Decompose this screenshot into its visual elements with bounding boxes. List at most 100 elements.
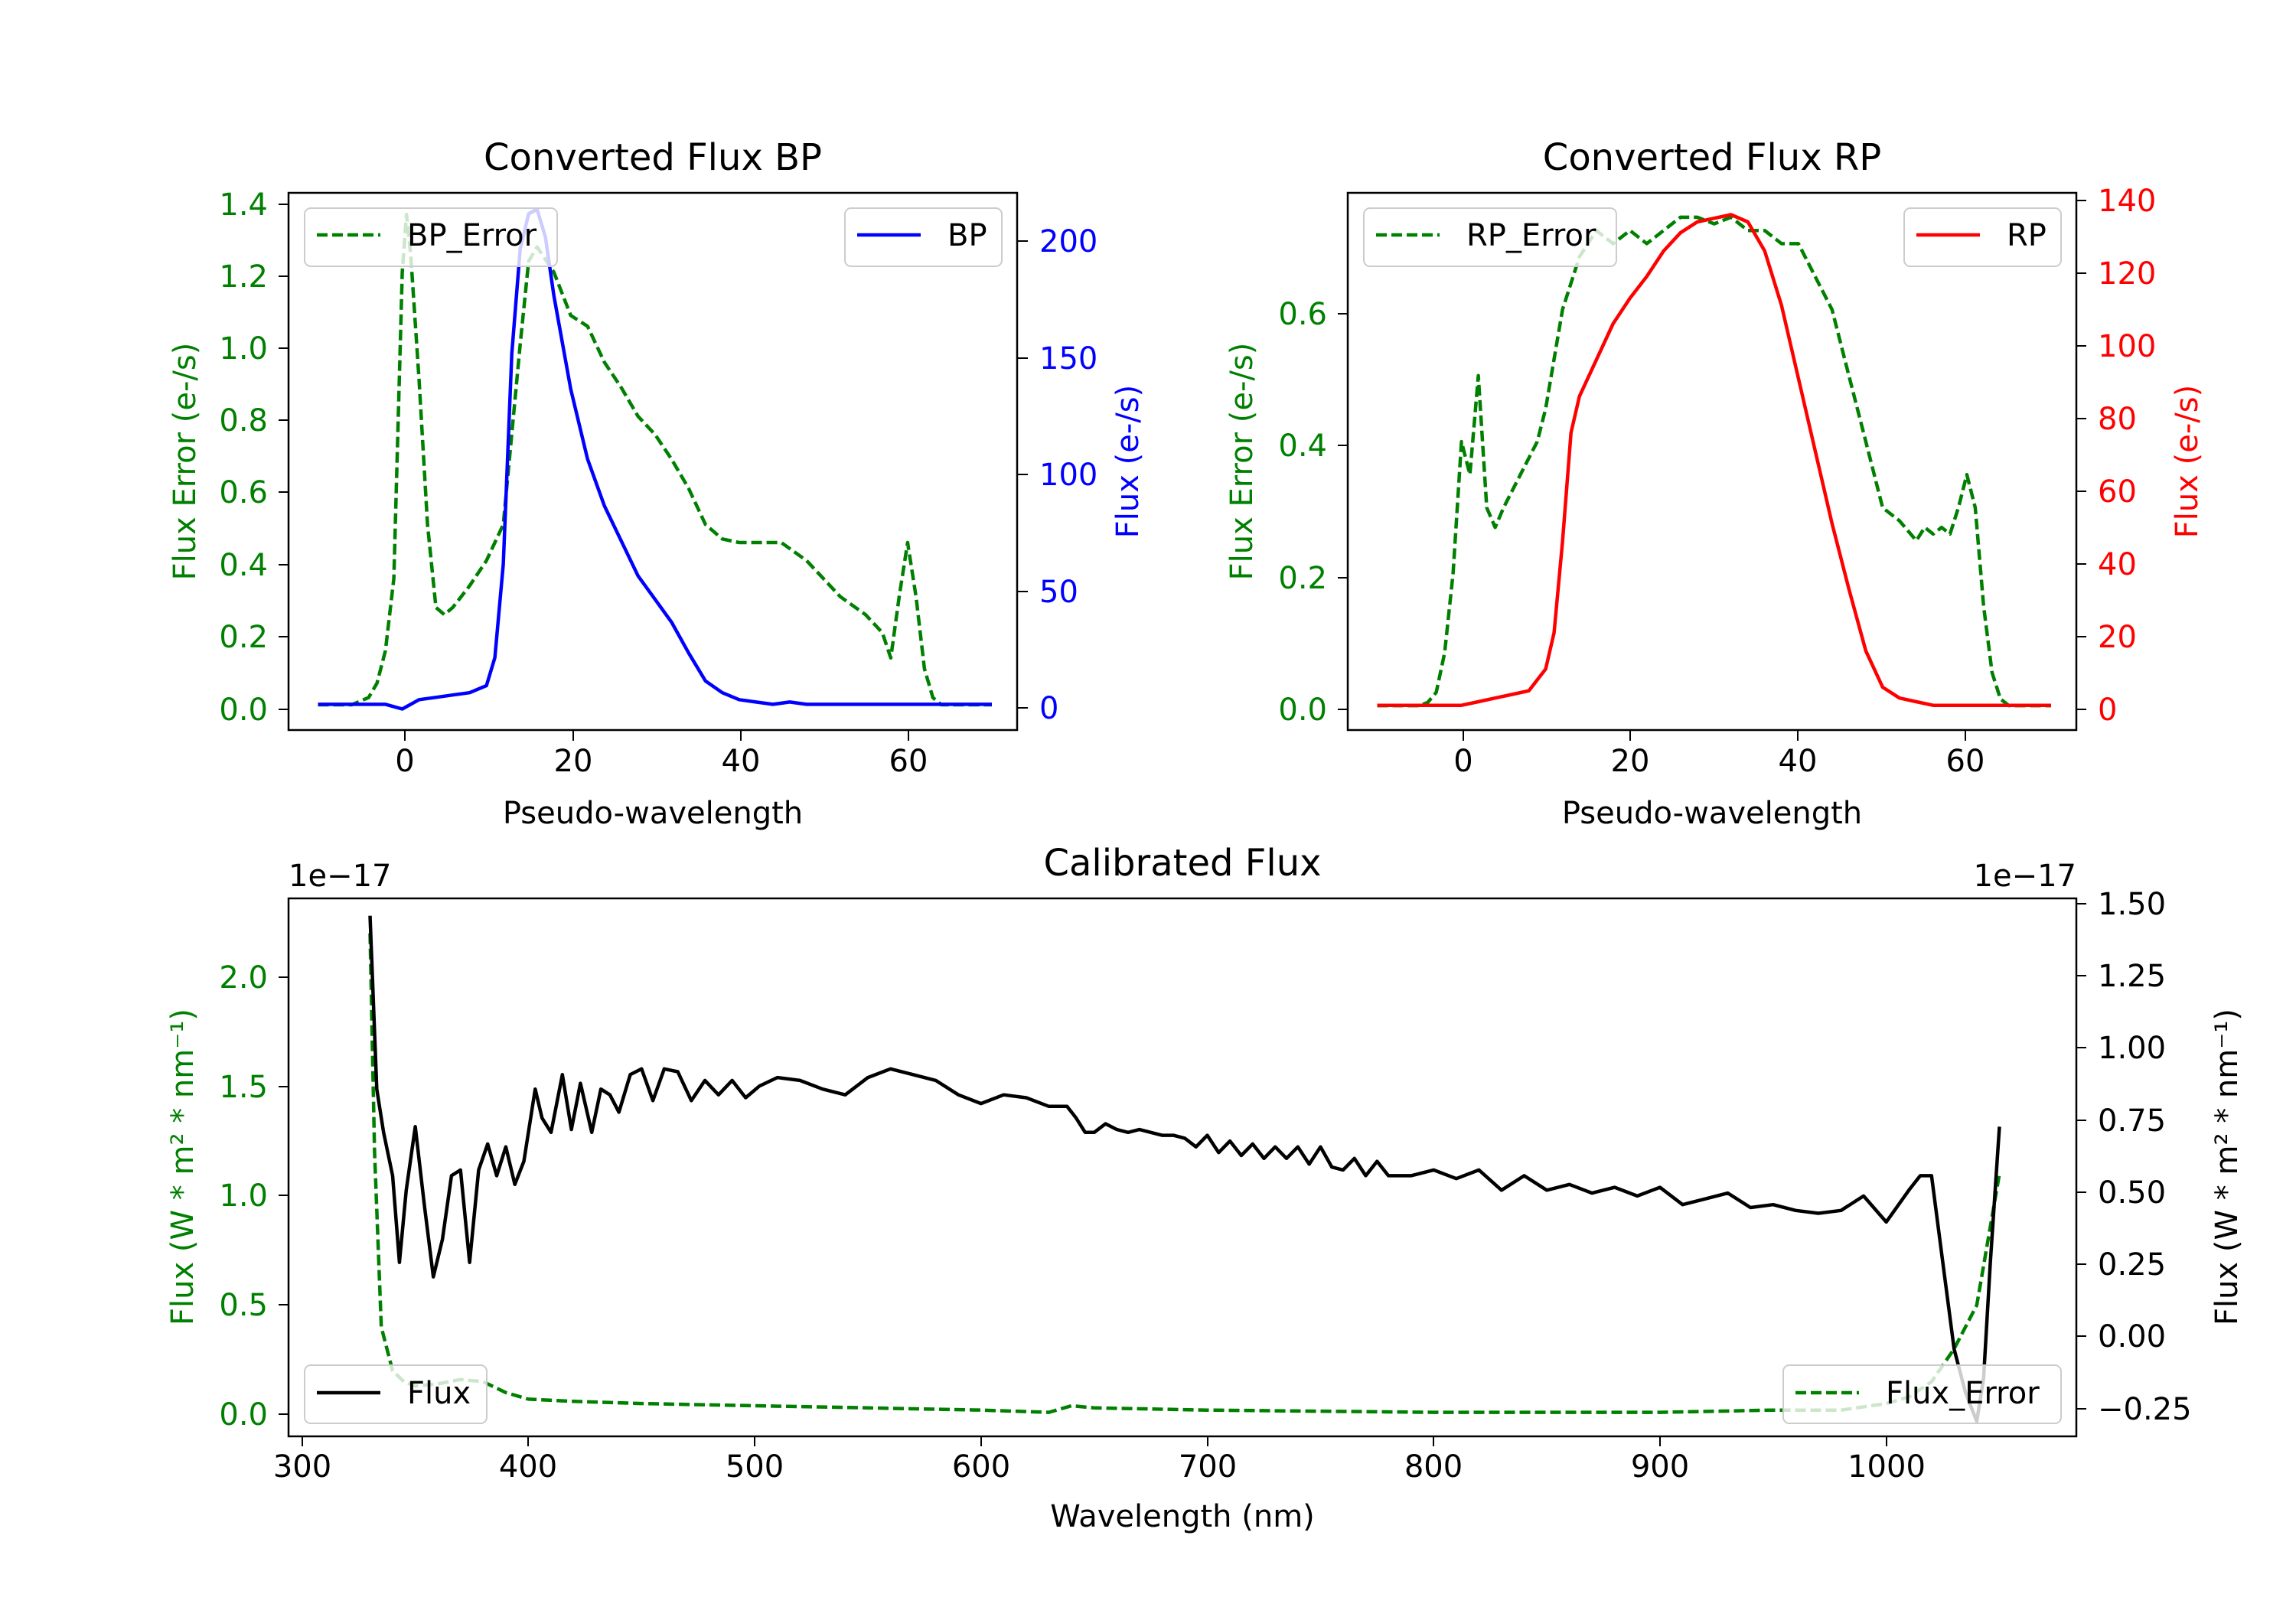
bp-yl-tick-label: 1.4 <box>219 187 268 223</box>
bp-x-tick-label: 20 <box>554 744 593 779</box>
bp-legend-flux: BP <box>844 207 1003 267</box>
cal-y-left-ticks: 0.0 0.5 1.0 1.5 2.0 <box>219 960 289 1433</box>
rp-legend-error-box <box>1363 207 1617 267</box>
rp-yr-tick-label: 60 <box>2098 474 2137 510</box>
rp-x-tick-label: 0 <box>1453 744 1473 779</box>
rp-legend-error: RP_Error <box>1363 207 1617 267</box>
rp-ylabel-left: Flux Error (e-/s) <box>1225 343 1260 581</box>
rp-x-tick-label: 20 <box>1611 744 1650 779</box>
rp-yr-tick-label: 140 <box>2098 184 2156 219</box>
cal-offset-right: 1e−17 <box>1974 859 2076 894</box>
bp-yl-tick-label: 0.0 <box>219 693 268 728</box>
cal-yl-tick-label: 1.0 <box>219 1178 268 1214</box>
rp-yr-tick-label: 80 <box>2098 402 2137 437</box>
cal-yr-tick-label: 0.50 <box>2098 1175 2166 1211</box>
rp-yr-tick-label: 0 <box>2098 693 2117 728</box>
cal-yr-tick-label: 1.00 <box>2098 1031 2166 1066</box>
rp-y-right-ticks: 0 20 40 60 80 100 120 140 <box>2076 184 2156 728</box>
bp-yr-tick-label: 0 <box>1039 691 1058 726</box>
rp-y-left-ticks: 0.0 0.2 0.4 0.6 <box>1278 297 1348 728</box>
rp-x-ticks: 0 20 40 60 <box>1453 731 1985 779</box>
cal-yr-tick-label: 0.25 <box>2098 1247 2166 1283</box>
rp-panel: Converted Flux RP Pseudo-wavelength Flux… <box>1225 136 2205 831</box>
bp-yl-tick-label: 0.4 <box>219 548 268 583</box>
cal-x-tick-label: 300 <box>273 1449 331 1485</box>
cal-flux-line <box>368 915 2001 1423</box>
rp-flux-line <box>1377 213 2051 707</box>
cal-yl-tick-label: 2.0 <box>219 960 268 996</box>
bp-x-tick-label: 40 <box>722 744 761 779</box>
cal-yr-tick-label: 0.75 <box>2098 1103 2166 1139</box>
rp-yl-tick-label: 0.4 <box>1278 429 1327 464</box>
cal-ylabel-right: Flux (W * m² * nm⁻¹) <box>2210 1009 2245 1325</box>
cal-yr-tick-label: 1.25 <box>2098 959 2166 994</box>
rp-xlabel: Pseudo-wavelength <box>1562 796 1862 831</box>
rp-legend-flux-box <box>1903 207 2062 267</box>
bp-y-right-ticks: 0 50 100 150 200 <box>1018 224 1097 726</box>
bp-legend-error-box <box>304 207 558 267</box>
rp-ylabel-right: Flux (e-/s) <box>2170 385 2205 538</box>
cal-x-tick-label: 500 <box>726 1449 784 1485</box>
bp-yl-tick-label: 1.0 <box>219 331 268 367</box>
bp-yl-tick-label: 1.2 <box>219 259 268 295</box>
cal-legend-error: Flux_Error <box>1782 1364 2062 1424</box>
cal-yl-tick-label: 1.5 <box>219 1070 268 1105</box>
cal-ylabel-left: Flux (W * m² * nm⁻¹) <box>165 1009 201 1325</box>
cal-plot-frame <box>287 897 2078 1438</box>
bp-x-tick-label: 60 <box>889 744 928 779</box>
bp-y-left-ticks: 0.0 0.2 0.4 0.6 0.8 1.0 1.2 1.4 <box>219 187 289 728</box>
bp-yl-tick-label: 0.6 <box>219 475 268 510</box>
cal-flux-error-line <box>368 933 2001 1414</box>
bp-legend-flux-box <box>844 207 1003 267</box>
bp-ylabel-left: Flux Error (e-/s) <box>168 343 203 581</box>
bp-yr-tick-label: 50 <box>1039 575 1078 610</box>
bp-title: Converted Flux BP <box>484 136 822 179</box>
cal-yr-tick-label: 0.00 <box>2098 1319 2166 1354</box>
bp-yr-tick-label: 200 <box>1039 224 1097 259</box>
cal-legend-error-label: Flux_Error <box>1886 1376 2040 1411</box>
cal-yr-tick-label: −0.25 <box>2098 1392 2192 1427</box>
cal-x-tick-label: 900 <box>1631 1449 1689 1485</box>
bp-yl-tick-label: 0.8 <box>219 403 268 438</box>
cal-x-ticks: 300 400 500 600 700 800 900 1000 <box>273 1436 1926 1485</box>
bp-x-ticks: 0 20 40 60 <box>395 731 928 779</box>
cal-legend-flux-box <box>304 1364 488 1424</box>
rp-legend-flux: RP <box>1903 207 2062 267</box>
rp-yl-tick-label: 0.6 <box>1278 297 1327 332</box>
cal-xlabel: Wavelength (nm) <box>1050 1499 1315 1534</box>
rp-yr-tick-label: 100 <box>2098 329 2156 364</box>
bp-x-tick-label: 0 <box>395 744 414 779</box>
cal-yr-tick-label: 1.50 <box>2098 887 2166 922</box>
bp-error-line <box>318 213 992 707</box>
cal-offset-left: 1e−17 <box>289 859 391 894</box>
cal-x-tick-label: 600 <box>952 1449 1010 1485</box>
rp-yl-tick-label: 0.0 <box>1278 693 1327 728</box>
bp-panel: Converted Flux BP Pseudo-wavelength Flux… <box>168 136 1146 831</box>
bp-ylabel-right: Flux (e-/s) <box>1110 385 1146 538</box>
rp-yr-tick-label: 40 <box>2098 547 2137 582</box>
bp-yr-tick-label: 100 <box>1039 458 1097 493</box>
bp-legend-flux-label: BP <box>947 218 987 253</box>
calibrated-panel: Calibrated Flux Wavelength (nm) Flux (W … <box>165 842 2245 1534</box>
cal-y-right-ticks: −0.25 0.00 0.25 0.50 0.75 1.00 1.25 1.50 <box>2076 887 2192 1427</box>
rp-yr-tick-label: 120 <box>2098 256 2156 292</box>
cal-title: Calibrated Flux <box>1043 842 1321 885</box>
rp-title: Converted Flux RP <box>1543 136 1881 179</box>
rp-x-tick-label: 60 <box>1946 744 1985 779</box>
cal-yl-tick-label: 0.0 <box>219 1397 268 1433</box>
bp-plot-frame <box>287 191 1019 732</box>
cal-x-tick-label: 400 <box>499 1449 557 1485</box>
rp-plot-frame <box>1346 191 2078 732</box>
cal-x-tick-label: 1000 <box>1848 1449 1926 1485</box>
cal-legend-flux-label: Flux <box>407 1376 471 1411</box>
rp-error-line <box>1377 215 2051 708</box>
bp-flux-line <box>318 207 992 711</box>
rp-yr-tick-label: 20 <box>2098 620 2137 655</box>
bp-xlabel: Pseudo-wavelength <box>503 796 803 831</box>
rp-legend-flux-label: RP <box>2007 218 2047 253</box>
bp-yr-tick-label: 150 <box>1039 341 1097 376</box>
cal-x-tick-label: 800 <box>1404 1449 1463 1485</box>
cal-x-tick-label: 700 <box>1179 1449 1237 1485</box>
bp-yl-tick-label: 0.2 <box>219 620 268 655</box>
